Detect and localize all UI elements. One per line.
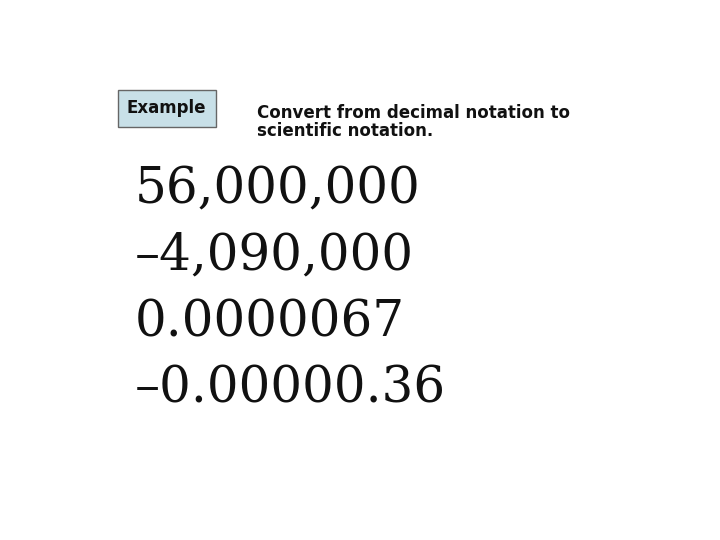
- Text: Example: Example: [127, 99, 207, 118]
- Text: –4,090,000: –4,090,000: [135, 231, 414, 281]
- Text: scientific notation.: scientific notation.: [258, 123, 433, 140]
- Text: –0.00000.36: –0.00000.36: [135, 364, 446, 414]
- FancyBboxPatch shape: [118, 90, 215, 127]
- Text: 0.0000067: 0.0000067: [135, 298, 405, 347]
- Text: 56,000,000: 56,000,000: [135, 165, 420, 214]
- Text: Convert from decimal notation to: Convert from decimal notation to: [258, 104, 570, 122]
